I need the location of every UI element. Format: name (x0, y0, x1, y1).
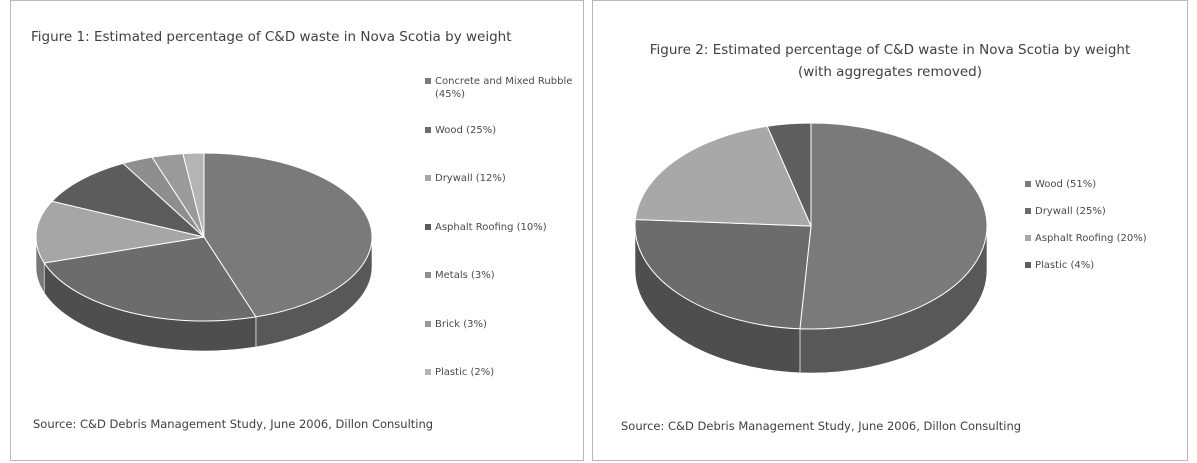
figure-1-title: Figure 1: Estimated percentage of C&D wa… (31, 29, 512, 45)
figure-2-panel: Figure 2: Estimated percentage of C&D wa… (592, 0, 1188, 461)
figure-2-title-line-2: (with aggregates removed) (797, 64, 983, 80)
pie-slice-3 (766, 122, 812, 227)
legend-label: Metals (3%) (435, 270, 495, 281)
figure-1-pie (35, 152, 373, 352)
legend-swatch (425, 223, 431, 230)
legend-swatch (425, 175, 431, 181)
pie-slice-6 (182, 152, 205, 238)
legend-label: Asphalt Roofing (20%) (1035, 233, 1147, 244)
pie-slice-3 (51, 162, 206, 238)
legend-swatch (1025, 181, 1031, 187)
figure-1-source: Source: C&D Debris Management Study, Jun… (33, 417, 434, 431)
legend-label: Plastic (4%) (1035, 260, 1095, 271)
legend-label: Wood (51%) (1035, 179, 1097, 190)
legend-label: Wood (25%) (435, 124, 497, 136)
legend-swatch (1025, 262, 1031, 268)
pie-slice-0 (799, 122, 988, 330)
legend-item: Asphalt Roofing (10%) (425, 221, 575, 270)
figure-2-pie (634, 122, 988, 374)
legend-label: Asphalt Roofing (10%) (435, 221, 547, 233)
legend-label: Drywall (25%) (1035, 206, 1106, 217)
legend-item: Wood (51%) (1025, 178, 1185, 205)
figure-2-legend: Wood (51%) Drywall (25%) Asphalt Roofing (… (1025, 178, 1185, 286)
pie-tops (634, 122, 988, 330)
legend-swatch (425, 369, 431, 375)
figure-2-title: Figure 2: Estimated percentage of C&D wa… (593, 39, 1187, 83)
pie-slice-2 (634, 125, 812, 227)
legend-item: Asphalt Roofing (20%) (1025, 232, 1185, 259)
legend-item: Drywall (25%) (1025, 205, 1185, 232)
pie-slice-1 (634, 219, 812, 330)
legend-swatch (425, 272, 431, 278)
legend-item: Plastic (2%) (425, 366, 575, 415)
legend-item: Concrete and Mixed Rubble (45%) (425, 75, 575, 124)
legend-swatch (1025, 235, 1031, 241)
pie-slice-1 (43, 236, 257, 322)
legend-item: Wood (25%) (425, 124, 575, 173)
legend-swatch (1025, 208, 1031, 214)
pie-slice-0 (203, 152, 373, 318)
figure-1-legend: Concrete and Mixed Rubble (45%) Wood (25%… (425, 75, 575, 415)
legend-label: Drywall (12%) (435, 173, 506, 184)
legend-item: Metals (3%) (425, 269, 575, 318)
pie-tops (35, 152, 373, 322)
figure-1-panel: Figure 1: Estimated percentage of C&D wa… (10, 0, 584, 461)
legend-swatch (425, 126, 431, 133)
legend-label: Concrete and Mixed Rubble (45%) (435, 76, 573, 100)
legend-label: Plastic (2%) (435, 367, 495, 378)
legend-item: Brick (3%) (425, 318, 575, 367)
legend-label: Brick (3%) (435, 318, 487, 330)
legend-swatch (425, 78, 431, 84)
figure-2-title-line-1: Figure 2: Estimated percentage of C&D wa… (649, 42, 1131, 58)
legend-swatch (425, 320, 431, 327)
pie-slice-2 (35, 200, 205, 264)
legend-item: Plastic (4%) (1025, 259, 1185, 286)
figure-2-source: Source: C&D Debris Management Study, Jun… (621, 419, 1022, 433)
legend-item: Drywall (12%) (425, 172, 575, 221)
